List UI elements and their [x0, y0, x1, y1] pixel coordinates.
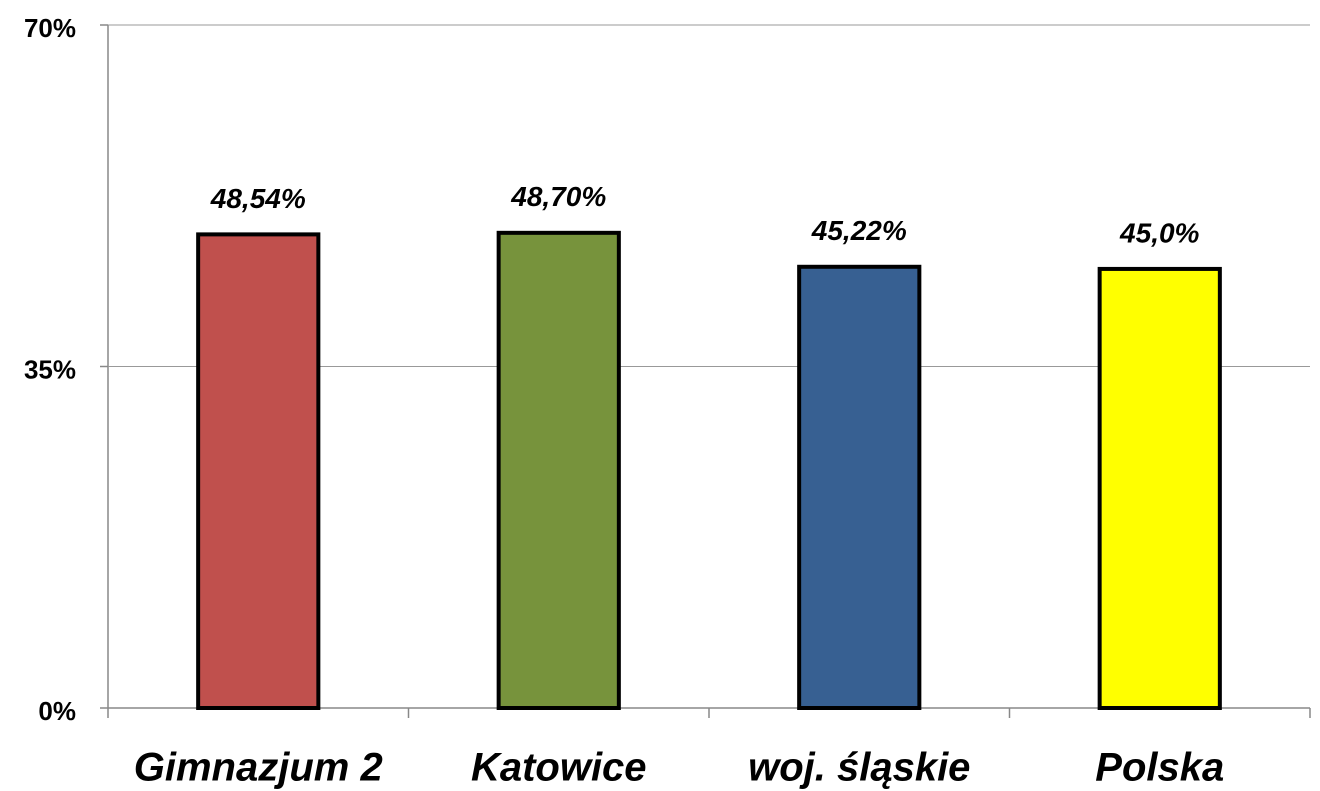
- bar: [797, 264, 922, 710]
- value-label: 48,54%: [210, 183, 306, 214]
- x-tick-label: woj. śląskie: [748, 746, 970, 790]
- bar: [196, 232, 321, 711]
- bar: [1097, 266, 1222, 710]
- value-label: 48,70%: [510, 181, 606, 212]
- value-label: 45,22%: [811, 215, 907, 246]
- x-tick-label: Katowice: [471, 746, 647, 790]
- y-tick-label: 0%: [38, 696, 76, 726]
- x-tick-label: Polska: [1095, 746, 1224, 790]
- y-tick-label: 35%: [24, 354, 76, 384]
- value-label: 45,0%: [1119, 217, 1199, 248]
- bar: [496, 230, 621, 710]
- y-tick-label: 70%: [24, 13, 76, 43]
- x-tick-label: Gimnazjum 2: [134, 746, 383, 790]
